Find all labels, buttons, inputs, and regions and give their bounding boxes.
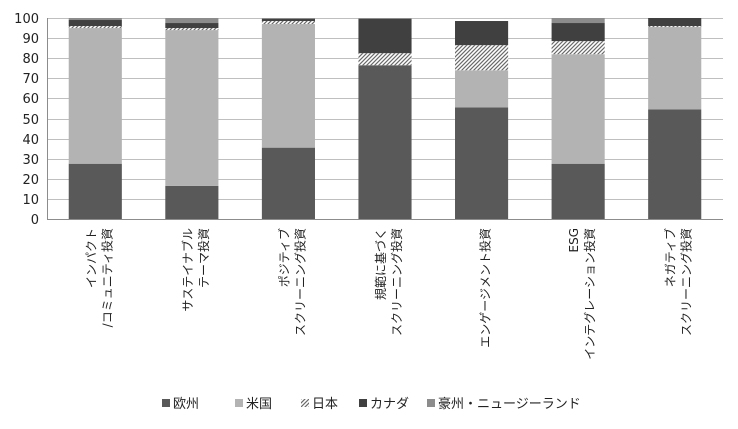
bar-segment-2	[165, 28, 219, 31]
legend: 欧州 米国 日本 カナダ 豪州・ニュージーランド	[162, 396, 581, 412]
axis-layer: 0 10 20 30 40 50 60 70 80 90 100	[14, 12, 723, 228]
bar-segment-1	[648, 27, 702, 110]
category-label: サステイナブル テーマ投資	[180, 228, 211, 312]
bar-segment-3	[455, 21, 509, 46]
y-tick-label: 60	[22, 92, 39, 107]
bar-segment-0	[648, 109, 702, 219]
bar-segment-1	[68, 28, 122, 164]
legend-label: 米国	[246, 397, 272, 412]
y-tick-label: 50	[22, 113, 39, 128]
legend-label: カナダ	[370, 397, 409, 412]
category-label-line: 規範に基づく	[373, 228, 388, 300]
category-label: エンゲージメント投資	[478, 228, 493, 348]
category-label-line: インテグレーション投資	[582, 228, 597, 360]
bar-segment-2	[358, 53, 412, 66]
bar-segment-1	[261, 24, 315, 148]
bar-segment-0	[68, 163, 122, 219]
category-label: 規範に基づく スクリーニング投資	[373, 228, 404, 336]
bar-segment-1	[165, 30, 219, 186]
category-label-line: ネガティブ	[663, 228, 678, 287]
bar-segment-3	[358, 19, 412, 54]
bar-segment-0	[165, 185, 219, 219]
category-label-line: ポジティブ	[276, 228, 291, 287]
bar-segment-2	[455, 45, 509, 71]
y-tick-label: 0	[31, 213, 39, 228]
legend-label: 欧州	[173, 397, 199, 412]
bar-segment-1	[455, 70, 509, 108]
bar-segment-2	[261, 21, 315, 25]
bar-segment-4	[165, 18, 219, 24]
bar-segment-2	[551, 41, 605, 55]
category-label: ESG インテグレーション投資	[567, 228, 597, 360]
bar-segment-2	[648, 26, 702, 28]
bar-segment-0	[551, 163, 605, 219]
y-tick-label: 30	[22, 153, 39, 168]
bar-segment-3	[648, 18, 702, 27]
category-label-line: スクリーニング投資	[679, 228, 694, 336]
category-labels: インパクト/コミュニティ投資 サステイナブル テーマ投資 ポジティブ スクリーニング投資…	[84, 228, 693, 360]
bar-segment-0	[261, 147, 315, 219]
y-tick-label: 70	[22, 72, 39, 87]
bar-segment-1	[551, 54, 605, 164]
category-label-line: ESG	[567, 228, 581, 253]
category-label-line: インパクト	[84, 228, 98, 288]
bar-segment-3	[165, 23, 219, 29]
category-label-line: スクリーニング投資	[389, 228, 404, 336]
category-label-line: スクリーニング投資	[292, 228, 307, 336]
category-label: ポジティブ スクリーニング投資	[276, 228, 307, 336]
y-tick-label: 80	[22, 52, 39, 67]
category-label-line: /コミュニティ投資	[99, 228, 114, 327]
legend-swatch	[359, 399, 367, 407]
legend-label: 日本	[312, 397, 338, 412]
legend-swatch	[427, 399, 435, 407]
bar-segment-4	[261, 18, 315, 20]
bar-segment-0	[358, 65, 412, 219]
category-label-line: サステイナブル	[180, 228, 195, 312]
bar-segment-0	[455, 107, 509, 219]
y-tick-label: 90	[22, 32, 39, 47]
category-label: インパクト/コミュニティ投資	[84, 228, 114, 327]
y-tick-label: 10	[22, 193, 39, 208]
legend-swatch	[162, 399, 170, 407]
legend-swatch	[235, 399, 243, 407]
bar-segment-3	[551, 23, 605, 42]
category-label-line: テーマ投資	[196, 228, 211, 288]
y-tick-label: 40	[22, 133, 39, 148]
y-tick-label: 100	[14, 12, 39, 27]
category-label-line: エンゲージメント投資	[478, 228, 493, 348]
bar-segment-2	[68, 26, 122, 29]
bar-segment-3	[261, 19, 315, 22]
bars-layer	[68, 18, 702, 219]
bar-segment-4	[551, 18, 605, 24]
category-label: ネガティブ スクリーニング投資	[663, 228, 694, 336]
bar-segment-4	[68, 18, 122, 21]
bar-segment-3	[68, 20, 122, 27]
legend-label: 豪州・ニュージーランド	[438, 396, 581, 412]
legend-swatch	[301, 399, 309, 407]
bar-segment-4	[358, 18, 412, 20]
y-tick-label: 20	[22, 173, 39, 188]
